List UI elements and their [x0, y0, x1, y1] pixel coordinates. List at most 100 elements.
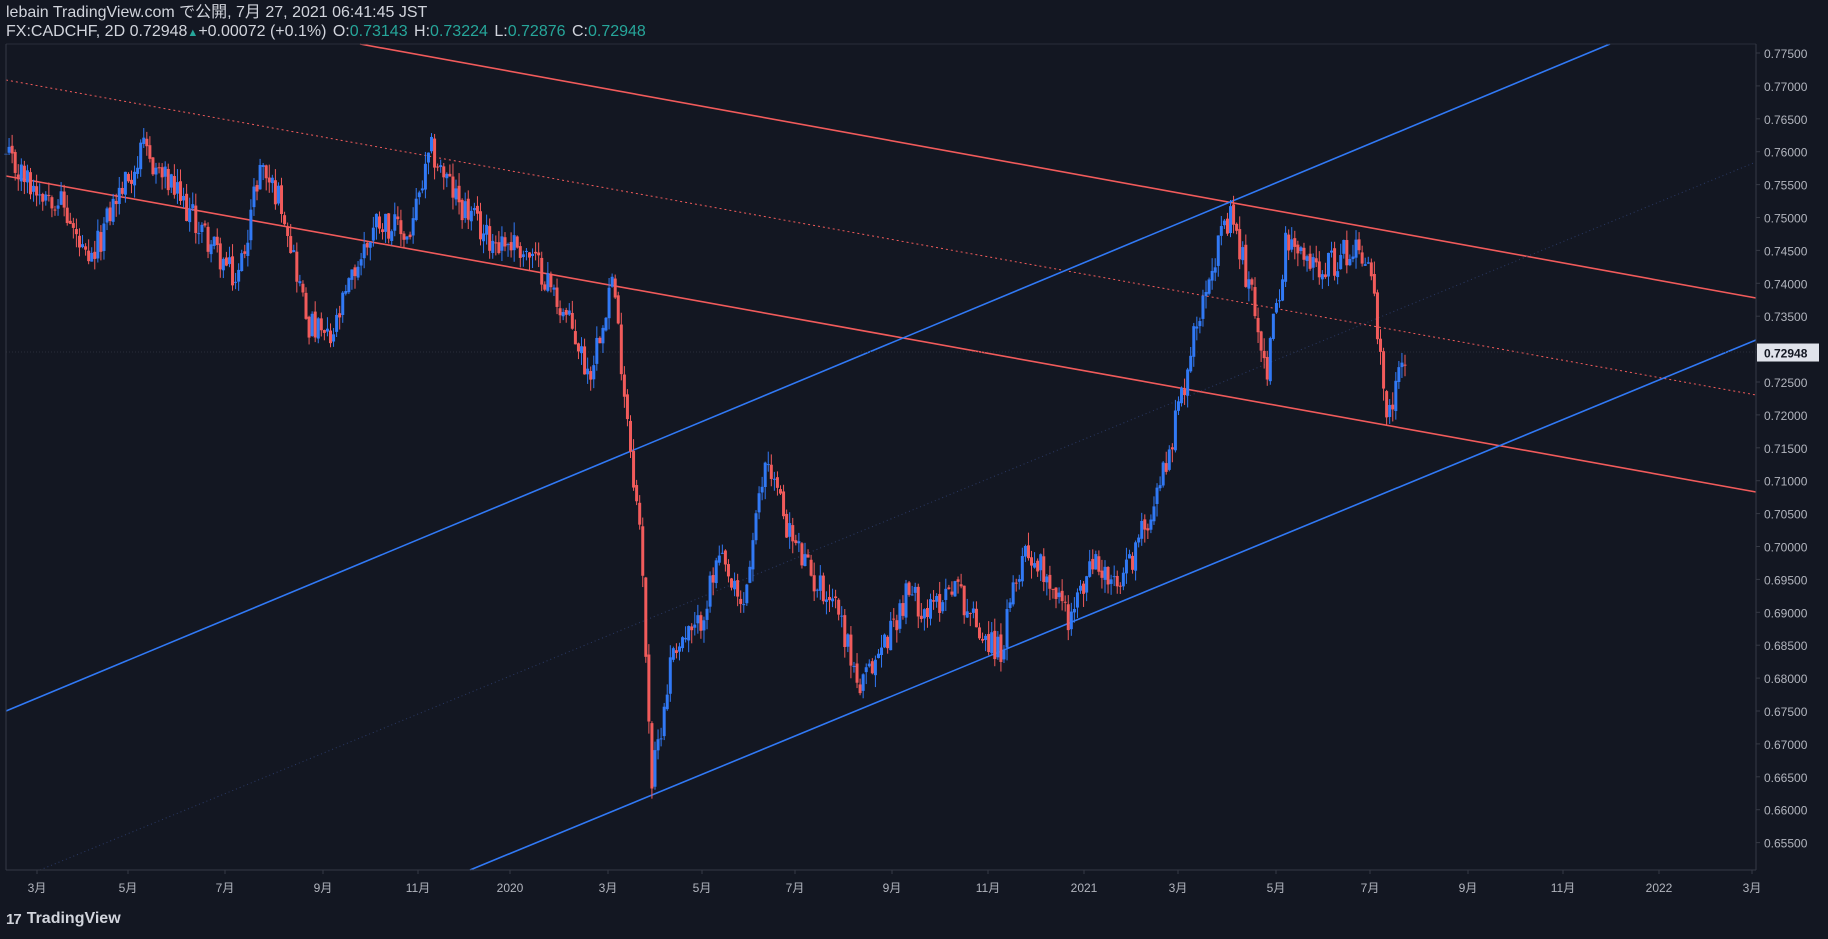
candle-body — [730, 578, 734, 588]
candle-body — [93, 251, 97, 259]
candle-body — [145, 138, 149, 147]
candle-body — [595, 337, 599, 364]
candle-body — [1299, 247, 1303, 251]
candle-body — [607, 287, 611, 319]
candle-body — [674, 650, 678, 654]
candle-body — [1066, 604, 1070, 631]
candle-body — [295, 251, 299, 282]
candles — [4, 128, 1407, 799]
candle-body — [1375, 292, 1379, 340]
candle-body — [1391, 404, 1395, 410]
candle-body — [1131, 555, 1135, 570]
candle-body — [515, 236, 519, 248]
candle-body — [399, 220, 403, 235]
price-tick-label: 0.71000 — [1764, 475, 1808, 489]
candle-body — [280, 185, 284, 214]
candle-body — [497, 242, 501, 254]
time-tick-label: 9月 — [1459, 881, 1478, 895]
candle-body — [10, 145, 14, 154]
candle-body — [546, 273, 550, 291]
candle-body — [999, 634, 1003, 662]
candle-body — [231, 256, 235, 286]
candle-body — [981, 638, 985, 641]
candle-body — [598, 337, 602, 344]
candle-body — [1400, 362, 1404, 368]
candle-body — [659, 738, 663, 740]
price-tick-label: 0.76000 — [1764, 146, 1808, 160]
candle-body — [1155, 487, 1159, 504]
candle-body — [1229, 206, 1233, 234]
time-tick-label: 9月 — [883, 881, 902, 895]
symbol-label[interactable]: FX:CADCHF, 2D — [6, 23, 126, 40]
candle-body — [482, 233, 486, 242]
candle-body — [760, 486, 764, 493]
candle-body — [1366, 262, 1370, 264]
time-tick-label: 7月 — [216, 881, 235, 895]
candle-body — [993, 630, 997, 660]
candle-body — [485, 224, 489, 235]
candle-body — [898, 603, 902, 629]
candle-body — [390, 231, 394, 241]
candle-body — [739, 598, 743, 605]
candle-body — [561, 311, 565, 317]
candle-body — [102, 223, 106, 251]
candle-body — [616, 295, 620, 324]
candle-body — [283, 215, 287, 225]
candle-body — [344, 290, 348, 294]
candle-body — [350, 269, 354, 280]
candle-body — [463, 201, 467, 219]
candle-body — [788, 523, 792, 537]
candle-body — [1198, 321, 1202, 327]
candle-body — [1296, 244, 1300, 254]
candle-body — [555, 287, 559, 307]
candle-body — [469, 210, 473, 222]
candle-body — [246, 242, 250, 256]
candle-body — [255, 185, 259, 192]
candle-body — [1271, 313, 1275, 339]
candle-body — [362, 244, 366, 259]
price-axis[interactable]: 0.77500 0.77000 0.76500 0.76000 0.75500 0.750… — [1756, 47, 1819, 851]
candle-body — [601, 327, 605, 344]
time-tick-label: 2021 — [1071, 881, 1098, 895]
candle-body — [693, 624, 697, 628]
price-tick-label: 0.77000 — [1764, 80, 1808, 94]
chart-header: lebain TradingView.com で公開, 7月 27, 2021 … — [6, 4, 646, 42]
time-tick-label: 2022 — [1646, 881, 1673, 895]
candle-body — [1063, 601, 1067, 603]
candle-body — [1372, 274, 1376, 294]
candle-body — [925, 607, 929, 617]
publish-title: lebain TradingView.com で公開, 7月 27, 2021 … — [6, 4, 428, 21]
candle-body — [797, 541, 801, 544]
time-axis[interactable]: 3月 5月 7月 9月 11月 2020 3月 5月 7月 9月 11月 2021 3月 5月 7月 9月 11… — [28, 870, 1762, 895]
candle-body — [883, 634, 887, 648]
candle-body — [1118, 585, 1122, 587]
candle-body — [1158, 485, 1162, 489]
candle-body — [858, 684, 862, 694]
brand-name: TradingView — [26, 910, 121, 927]
candle-body — [589, 371, 593, 380]
ohlc-legend[interactable]: FX:CADCHF, 2D 0.72948▲+0.00072 (+0.1%) O… — [6, 23, 646, 42]
candle-body — [913, 586, 917, 593]
candle-body — [1265, 356, 1269, 380]
candle-body — [1345, 240, 1349, 266]
candle-body — [28, 172, 32, 195]
candle-body — [1339, 255, 1343, 270]
candle-body — [286, 226, 290, 236]
candle-body — [417, 192, 421, 198]
candle-body — [292, 250, 296, 253]
blue-channel-midline — [39, 161, 1757, 871]
close-label: C: — [571, 23, 588, 40]
candle-body — [929, 599, 933, 619]
candle-body — [763, 462, 767, 488]
candle-body — [1262, 350, 1266, 359]
time-tick-label: 9月 — [314, 881, 333, 895]
candle-body — [592, 365, 596, 380]
price-tick-label: 0.66000 — [1764, 804, 1808, 818]
candle-body — [353, 267, 357, 277]
candle-body — [1287, 234, 1291, 251]
tradingview-footer[interactable]: 17 TradingView — [6, 910, 121, 928]
candle-body — [1164, 463, 1168, 472]
candle-body — [1357, 239, 1361, 251]
candle-body — [506, 244, 510, 246]
